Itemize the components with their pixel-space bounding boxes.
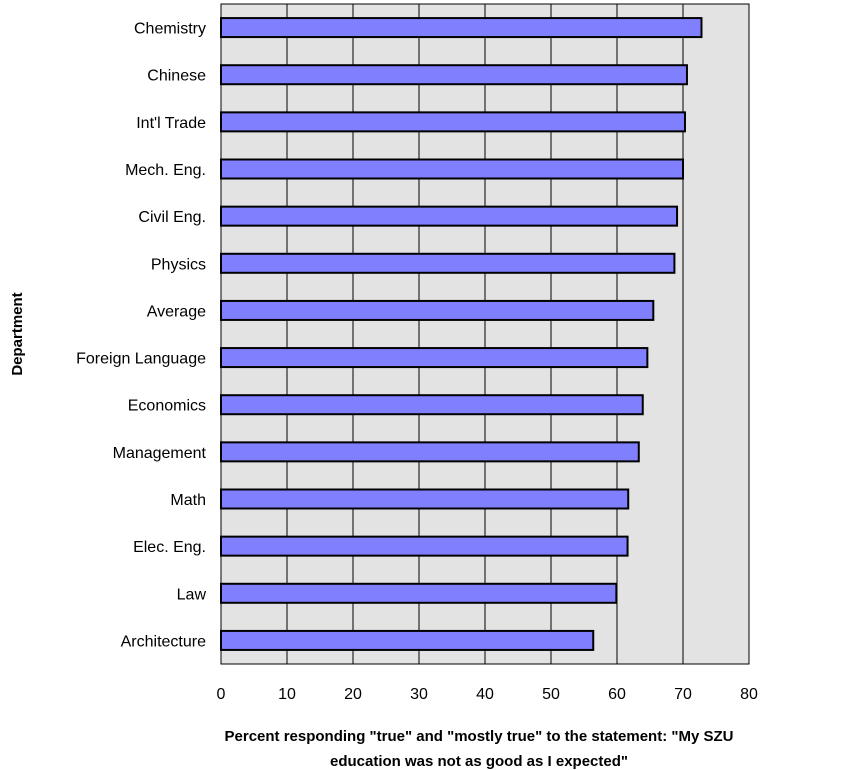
- category-label: Law: [177, 586, 207, 603]
- x-axis-title-line-1: Percent responding "true" and "mostly tr…: [225, 728, 734, 745]
- x-tick-label: 30: [410, 686, 428, 703]
- bar: [220, 535, 629, 557]
- bar: [220, 17, 703, 39]
- x-tick-label: 80: [740, 686, 758, 703]
- category-label: Average: [147, 303, 206, 320]
- category-label: Physics: [151, 256, 206, 273]
- category-labels: Chemistry Chinese Int'l Trade Mech. Eng. Civ…: [76, 21, 206, 651]
- x-tick-label: 0: [217, 686, 226, 703]
- bar: [220, 252, 676, 274]
- category-label: Civil Eng.: [138, 209, 206, 226]
- x-tick-label: 70: [674, 686, 692, 703]
- bar: [220, 441, 640, 463]
- y-axis-title: Department: [9, 292, 26, 375]
- category-label: Math: [170, 492, 206, 509]
- category-label: Management: [113, 445, 207, 462]
- category-label: Elec. Eng.: [133, 539, 206, 556]
- category-label: Chinese: [147, 68, 206, 85]
- bar: [220, 111, 686, 133]
- x-tick-label: 50: [542, 686, 560, 703]
- bar: [220, 205, 679, 227]
- bar: [220, 347, 649, 369]
- x-tick-labels: 0 10 20 30 40 50 60 70 80: [217, 686, 758, 703]
- bar: [220, 158, 684, 180]
- category-label: Int'l Trade: [136, 115, 206, 132]
- bar: [220, 299, 655, 321]
- bar: [220, 582, 618, 604]
- bar: [220, 629, 595, 651]
- x-axis-title-line-2: education was not as good as I expected": [330, 753, 628, 770]
- x-tick-label: 60: [608, 686, 626, 703]
- category-label: Foreign Language: [76, 351, 206, 368]
- x-tick-label: 20: [344, 686, 362, 703]
- category-label: Economics: [128, 398, 206, 415]
- bar: [220, 64, 688, 86]
- category-label: Architecture: [121, 633, 206, 650]
- bar: [220, 488, 630, 510]
- category-label: Chemistry: [134, 21, 206, 38]
- category-label: Mech. Eng.: [125, 162, 206, 179]
- x-tick-label: 40: [476, 686, 494, 703]
- bars: [220, 17, 703, 651]
- x-tick-label: 10: [278, 686, 296, 703]
- bar: [220, 394, 644, 416]
